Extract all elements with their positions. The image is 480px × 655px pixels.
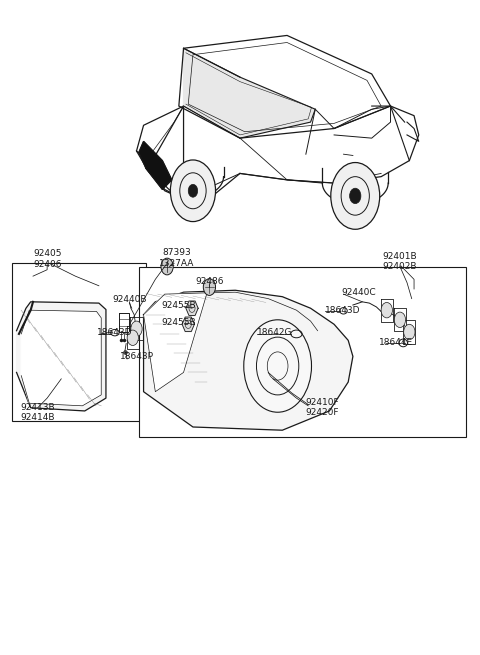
Circle shape	[161, 258, 173, 275]
Circle shape	[331, 162, 380, 229]
Text: 92455B: 92455B	[162, 301, 196, 310]
Polygon shape	[21, 310, 101, 406]
Text: 18643D: 18643D	[96, 328, 132, 337]
Circle shape	[204, 279, 216, 295]
Bar	[139, 267, 466, 437]
Polygon shape	[139, 141, 172, 189]
Text: 92486: 92486	[195, 278, 224, 286]
Polygon shape	[144, 293, 207, 392]
Text: 92440B: 92440B	[112, 295, 147, 305]
Bar	[12, 263, 146, 421]
Text: 87393
1327AA: 87393 1327AA	[159, 248, 194, 268]
Text: 18643D: 18643D	[324, 306, 360, 314]
Polygon shape	[144, 290, 353, 430]
Text: 18642G: 18642G	[256, 328, 292, 337]
Circle shape	[244, 320, 312, 412]
Polygon shape	[186, 301, 198, 316]
Text: 18643P: 18643P	[120, 352, 154, 361]
Circle shape	[381, 303, 393, 318]
Text: 92413B
92414B: 92413B 92414B	[21, 403, 55, 422]
Text: 92401B
92402B: 92401B 92402B	[383, 252, 417, 271]
Circle shape	[404, 324, 415, 340]
Polygon shape	[183, 48, 315, 138]
Text: 92455B: 92455B	[162, 318, 196, 327]
Circle shape	[349, 188, 361, 204]
Polygon shape	[16, 302, 106, 411]
Text: 92440C: 92440C	[341, 288, 376, 297]
Circle shape	[131, 321, 142, 337]
Text: 92410F
92420F: 92410F 92420F	[306, 398, 339, 417]
Circle shape	[170, 160, 216, 221]
Text: 18644E: 18644E	[379, 339, 413, 347]
Text: 92405
92406: 92405 92406	[33, 249, 61, 269]
Circle shape	[127, 330, 138, 345]
Circle shape	[394, 312, 406, 328]
Circle shape	[188, 184, 198, 197]
Polygon shape	[182, 317, 194, 331]
